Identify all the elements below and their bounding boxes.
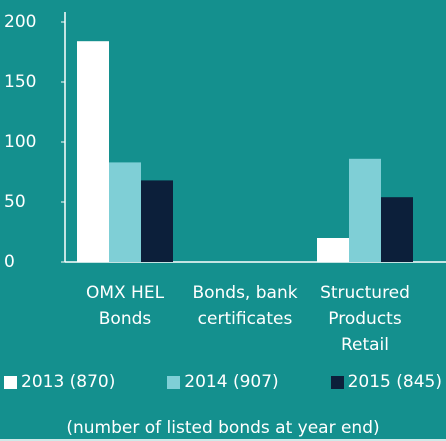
x-tick-label: OMX HEL Bonds <box>85 283 165 329</box>
y-tick-label: 0 <box>4 252 15 272</box>
legend: 2013 (870) 2014 (907) 2015 (845) <box>0 372 446 392</box>
footnote: (number of listed bonds at year end) <box>0 418 446 441</box>
legend-item: 2014 (907) <box>167 372 279 392</box>
bar <box>381 197 413 262</box>
y-tick-label: 50 <box>4 192 26 212</box>
x-tick-label: Bonds, bank certificates <box>192 283 298 329</box>
y-tick-label: 150 <box>4 72 36 92</box>
bar <box>317 238 349 262</box>
bar <box>349 158 381 262</box>
legend-label: 2013 (870) <box>21 372 116 392</box>
x-tick-label: Structured Products Retail <box>320 283 410 355</box>
legend-swatch <box>167 375 181 389</box>
bar <box>109 162 141 262</box>
y-tick-label: 200 <box>4 12 36 32</box>
legend-label: 2015 (845) <box>347 372 442 392</box>
legend-swatch <box>330 375 344 389</box>
bar <box>141 180 173 262</box>
legend-item: 2015 (845) <box>330 372 442 392</box>
legend-label: 2014 (907) <box>184 372 279 392</box>
legend-swatch <box>4 375 17 389</box>
bar <box>77 41 109 263</box>
legend-item: 2013 (870) <box>4 372 115 392</box>
y-tick-label: 100 <box>4 132 36 152</box>
